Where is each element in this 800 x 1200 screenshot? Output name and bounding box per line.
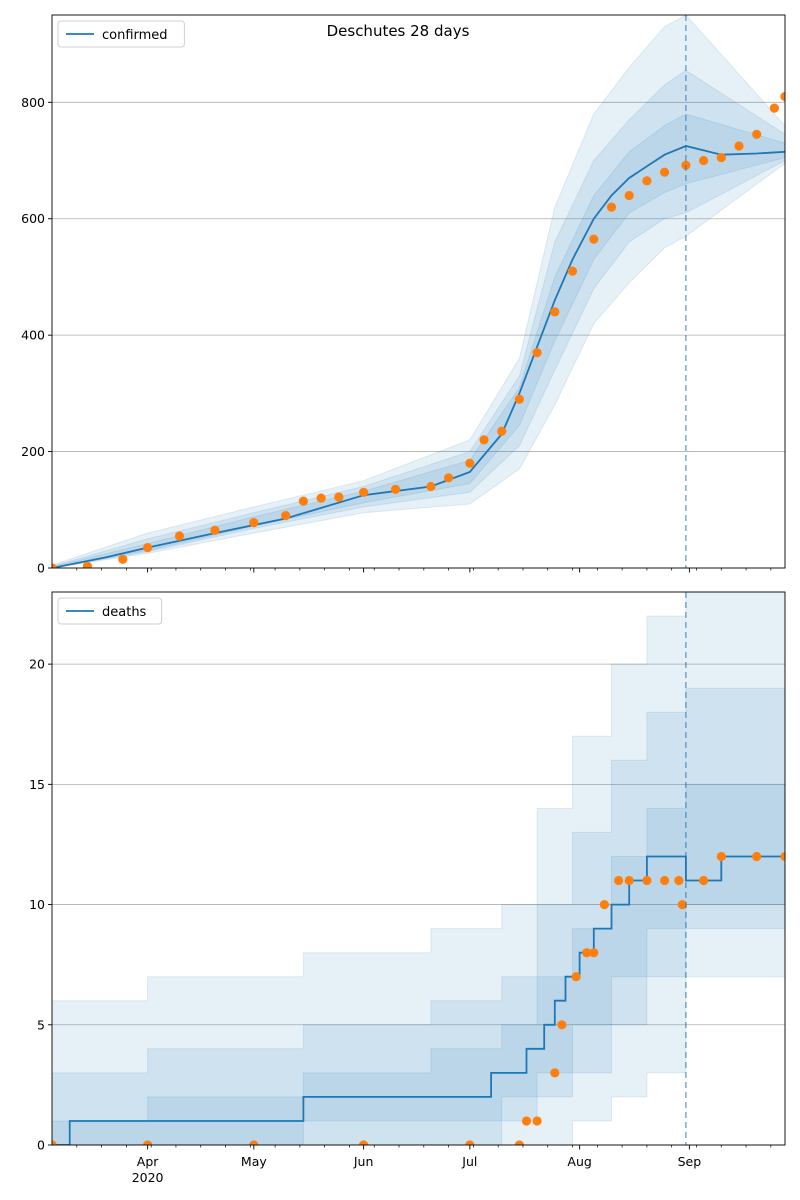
data-point — [359, 487, 369, 497]
data-point — [359, 1140, 369, 1145]
data-point — [734, 141, 744, 151]
data-point — [497, 426, 507, 436]
data-point — [699, 875, 709, 886]
data-point — [174, 531, 185, 541]
uncertainty-band — [52, 69, 785, 568]
data-point — [52, 563, 57, 568]
data-point — [143, 1140, 153, 1145]
data-point — [316, 493, 326, 503]
y-tick-label: 15 — [29, 777, 45, 792]
legend: deaths — [57, 597, 163, 625]
x-tick-label: Aug — [567, 1154, 591, 1169]
data-point — [479, 435, 489, 445]
legend-box — [57, 597, 163, 625]
data-point — [752, 851, 762, 862]
data-point — [118, 554, 128, 564]
data-point — [82, 561, 92, 568]
x-year-label: 2020 — [132, 1170, 164, 1185]
data-point — [557, 1020, 567, 1030]
y-tick-label: 0 — [37, 1138, 45, 1153]
data-point — [624, 190, 634, 201]
data-point — [769, 103, 780, 113]
data-point — [390, 484, 401, 494]
data-point — [298, 496, 308, 506]
data-point — [52, 1140, 57, 1145]
deaths-panel: 0 5 10 15 20 Apr May Jun Jul Aug Sep 2020 deaths — [29, 591, 786, 1185]
data-point — [624, 875, 634, 886]
data-point — [780, 91, 785, 102]
data-point — [249, 1140, 259, 1145]
data-point — [532, 348, 542, 358]
data-point — [334, 492, 344, 502]
legend-label: confirmed — [102, 28, 168, 43]
data-point — [550, 1068, 560, 1078]
data-point — [465, 458, 475, 468]
y-tick-label: 5 — [37, 1017, 45, 1032]
data-point — [210, 525, 220, 535]
data-point — [674, 875, 684, 886]
median-line — [52, 145, 785, 568]
data-point — [143, 543, 153, 553]
data-point — [699, 155, 709, 166]
data-point — [752, 129, 762, 139]
data-point — [249, 518, 259, 528]
y-tick-label: 400 — [21, 328, 45, 343]
uncertainty-band — [52, 15, 785, 568]
data-point — [550, 307, 560, 317]
y-tick-label: 800 — [21, 95, 45, 110]
data-point — [281, 510, 291, 521]
plot-area — [52, 15, 785, 568]
data-point — [599, 900, 610, 910]
data-point — [532, 1116, 542, 1126]
y-tick-label: 20 — [29, 657, 45, 672]
x-tick-label: Jun — [353, 1154, 374, 1169]
data-point — [677, 900, 687, 910]
x-tick-label: Sep — [678, 1154, 702, 1169]
figure-title: Deschutes 28 days — [327, 22, 470, 40]
y-tick-label: 10 — [29, 897, 45, 912]
x-tick-label: May — [241, 1154, 267, 1169]
data-point — [660, 875, 670, 886]
uncertainty-band — [52, 592, 785, 1145]
data-point — [614, 875, 624, 886]
legend-label: deaths — [102, 605, 147, 620]
y-tick-label: 200 — [21, 444, 45, 459]
uncertainty-band — [52, 783, 785, 1145]
y-tick-label: 0 — [37, 561, 45, 576]
data-point — [514, 394, 525, 404]
data-point — [567, 266, 578, 276]
data-point — [642, 176, 652, 186]
data-point — [716, 153, 726, 163]
data-point — [589, 234, 599, 244]
y-tick-label: 600 — [21, 211, 45, 226]
data-point — [571, 972, 581, 982]
data-point — [606, 202, 617, 212]
data-point — [642, 875, 652, 886]
data-point — [780, 851, 785, 862]
data-point — [465, 1140, 475, 1145]
data-point — [716, 851, 726, 862]
data-point — [444, 473, 454, 483]
confirmed-panel: 0 200 400 600 800 confirmed — [21, 14, 786, 576]
plot-area — [52, 592, 785, 1145]
axes-frame — [51, 14, 786, 569]
axes-frame — [51, 591, 786, 1146]
legend-box — [57, 20, 185, 48]
data-point — [426, 481, 436, 492]
data-point — [660, 167, 670, 177]
data-point — [582, 948, 592, 958]
x-tick-label: Apr — [137, 1154, 159, 1169]
legend: confirmed — [57, 20, 185, 48]
x-tick-label: Jul — [461, 1154, 477, 1169]
uncertainty-band — [52, 687, 785, 1145]
data-point — [589, 948, 599, 958]
data-point — [514, 1140, 524, 1145]
data-point — [521, 1116, 532, 1126]
